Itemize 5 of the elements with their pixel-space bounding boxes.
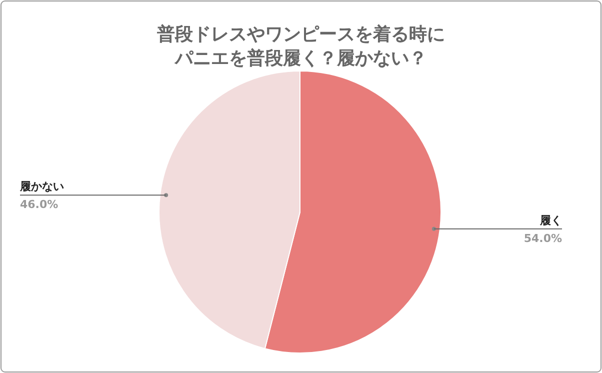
data-label: 46.0%	[20, 198, 58, 212]
data-label: 54.0%	[524, 232, 562, 245]
slice-label: 履かない	[19, 180, 64, 194]
slice-label: 履く	[539, 214, 562, 227]
chart-title: 普段ドレスやワンピースを着る時にパニエを普段履く？履かない？	[156, 24, 445, 69]
